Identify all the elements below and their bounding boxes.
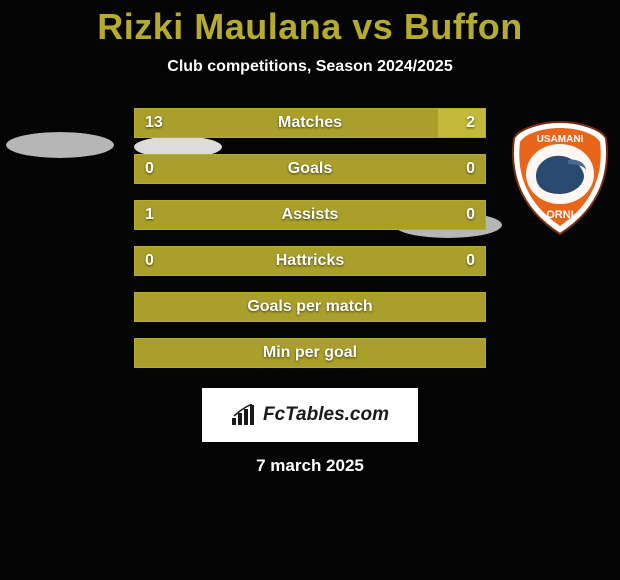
stat-bar-label: Min per goal — [135, 344, 485, 362]
stat-value-left: 0 — [145, 160, 154, 178]
stat-bar: Assists1 0 — [134, 200, 486, 230]
comparison-content: USAMANI ORNI Matches132Goals00Assists10H… — [0, 108, 620, 476]
fctables-logo-icon — [231, 404, 257, 426]
stat-value-left: 1 — [145, 206, 154, 224]
stat-bar-label: Goals — [135, 160, 485, 178]
page-title: Rizki Maulana vs Buffon — [0, 0, 620, 48]
svg-text:USAMANI: USAMANI — [537, 134, 584, 145]
stat-bar-label: Goals per match — [135, 298, 485, 316]
stat-bar: Hattricks0 0 — [134, 246, 486, 276]
stat-value-left: 0 — [145, 252, 154, 270]
stat-bar-label: Assists — [135, 206, 485, 224]
club-logo-icon: USAMANI ORNI — [506, 118, 614, 238]
stat-bar-label: Hattricks — [135, 252, 485, 270]
left-photo-placeholder-1 — [6, 132, 114, 158]
stat-value-right: 0 — [466, 160, 475, 178]
stat-bar-label: Matches — [135, 114, 485, 132]
svg-text:ORNI: ORNI — [546, 209, 574, 221]
stat-value-left: 13 — [145, 114, 163, 132]
stat-bar: Matches13 2 — [134, 108, 486, 138]
stat-value-right: 0 — [466, 206, 475, 224]
stat-bar: Goals per match — [134, 292, 486, 322]
date-label: 7 march 2025 — [0, 456, 620, 476]
stat-value-right: 0 — [466, 252, 475, 270]
subtitle: Club competitions, Season 2024/2025 — [0, 58, 620, 76]
fctables-watermark: FcTables.com — [202, 388, 418, 442]
stat-bar: Min per goal — [134, 338, 486, 368]
stat-value-right: 2 — [466, 114, 475, 132]
stat-bar: Goals0 0 — [134, 154, 486, 184]
fctables-label: FcTables.com — [263, 404, 389, 426]
